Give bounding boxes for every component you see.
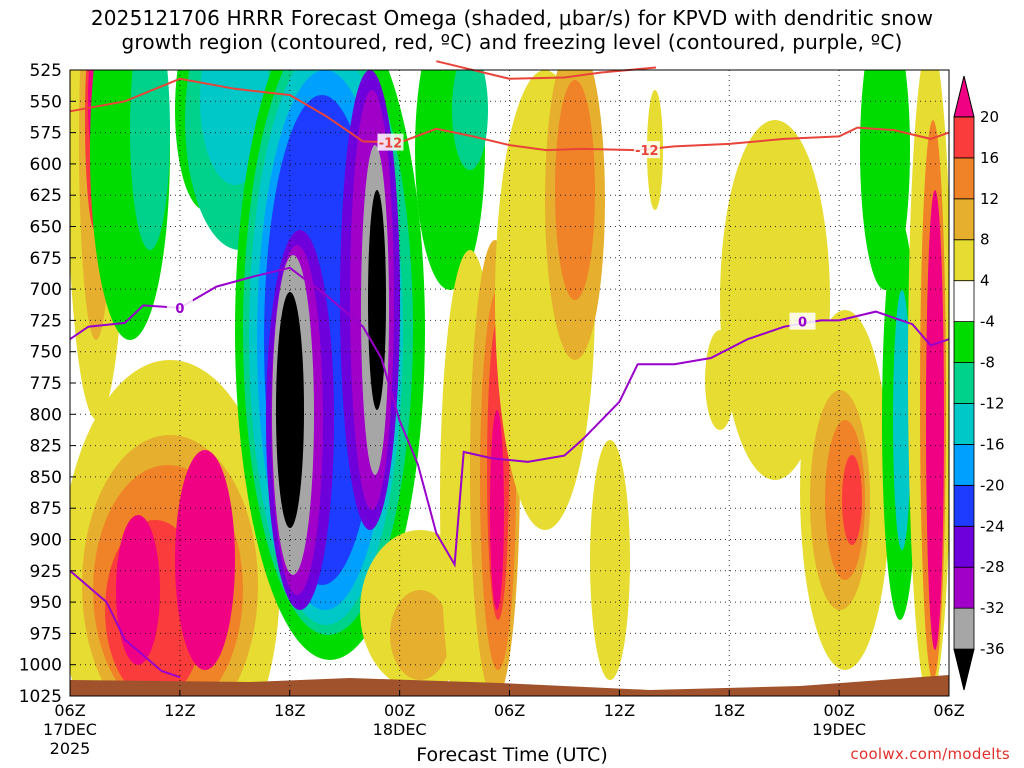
omega-cell-major-plume bbox=[235, 70, 425, 660]
y-tick-label: 525 bbox=[30, 61, 62, 81]
colorbar-segment bbox=[953, 566, 975, 609]
colorbar-label: -36 bbox=[980, 640, 1005, 658]
colorbar-label: 12 bbox=[980, 190, 999, 208]
x-tick-date: 19DEC bbox=[812, 720, 866, 739]
y-tick-label: 1000 bbox=[19, 656, 62, 676]
y-tick-label: 875 bbox=[30, 499, 62, 519]
colorbar-label: -4 bbox=[980, 313, 995, 331]
colorbar-segment bbox=[953, 198, 975, 241]
y-tick-label: 550 bbox=[30, 92, 62, 112]
x-tick-label: 18Z bbox=[714, 701, 745, 720]
colorbar-label: 16 bbox=[980, 149, 999, 167]
y-tick-label: 800 bbox=[30, 405, 62, 425]
colorbar-label: -24 bbox=[980, 517, 1005, 535]
x-tick-date: 17DEC bbox=[43, 720, 97, 739]
colorbar-segment bbox=[953, 648, 975, 691]
x-tick-label: 12Z bbox=[164, 701, 195, 720]
contours: -12 -12 0 0 bbox=[69, 60, 950, 679]
y-tick-label: 1025 bbox=[19, 687, 62, 707]
omega-cell-left-lower bbox=[70, 360, 280, 696]
colorbar-label: 8 bbox=[980, 231, 990, 249]
contour-label-freezing: 0 bbox=[175, 302, 184, 317]
colorbar-segment bbox=[953, 362, 975, 404]
colorbar-segment bbox=[953, 280, 975, 322]
colorbar-label: -12 bbox=[980, 394, 1005, 412]
x-tick-year: 2025 bbox=[50, 739, 91, 758]
y-tick-label: 975 bbox=[30, 624, 62, 644]
x-axis-label: Forecast Time (UTC) bbox=[416, 744, 608, 766]
colorbar-label: -28 bbox=[980, 558, 1005, 576]
y-tick-label: 775 bbox=[30, 374, 62, 394]
y-tick-label: 675 bbox=[30, 249, 62, 269]
y-tick-label: 750 bbox=[30, 343, 62, 363]
colorbar-segment bbox=[953, 321, 975, 363]
colorbar-segment bbox=[953, 484, 975, 527]
contour-dendritic-growth-region-upper bbox=[436, 60, 657, 80]
colorbar-segment bbox=[953, 157, 975, 200]
contour-label-freezing-bg bbox=[166, 298, 193, 316]
y-tick-label: 650 bbox=[30, 218, 62, 238]
x-tick-label: 06Z bbox=[54, 701, 85, 720]
colorbar-label: 20 bbox=[980, 108, 999, 126]
y-tick-label: 700 bbox=[30, 280, 62, 300]
colorbar-label: -20 bbox=[980, 476, 1005, 494]
contour-label-dendritic-bg bbox=[377, 133, 404, 151]
colorbar-segment bbox=[953, 403, 975, 445]
y-axis: 525 550 575 600 625 650 675 700 725 750 775 800 825 8… bbox=[19, 61, 76, 707]
contour-label-dendritic: -12 bbox=[379, 137, 403, 152]
credit-link[interactable]: coolwx.com/modelts bbox=[850, 745, 1010, 763]
x-tick-label: 18Z bbox=[274, 701, 305, 720]
contour-dendritic-growth-region bbox=[69, 77, 950, 152]
colorbar-segment bbox=[953, 116, 975, 159]
chart-title: 2025121706 HRRR Forecast Omega (shaded, … bbox=[90, 6, 934, 54]
x-tick-label: 12Z bbox=[604, 701, 635, 720]
y-tick-label: 825 bbox=[30, 437, 62, 457]
y-tick-label: 900 bbox=[30, 531, 62, 551]
colorbar-label: 4 bbox=[980, 272, 990, 290]
x-tick-date: 18DEC bbox=[373, 720, 427, 739]
contour-label-freezing-bg bbox=[789, 312, 816, 330]
x-tick-label: 06Z bbox=[933, 701, 964, 720]
colorbar-segment bbox=[953, 525, 975, 568]
contour-freezing-level-lower bbox=[69, 570, 181, 679]
colorbar-label: -16 bbox=[980, 435, 1005, 453]
colorbar-label: -8 bbox=[980, 354, 995, 372]
colorbar: 20 16 12 8 4 -4 -8 -12 -16 -20 -24 -28 -32 -36 bbox=[953, 75, 1005, 691]
x-tick-label: 06Z bbox=[494, 701, 525, 720]
colorbar-segment bbox=[953, 607, 975, 650]
contour-label-freezing: 0 bbox=[798, 316, 807, 331]
y-tick-label: 625 bbox=[30, 186, 62, 206]
y-tick-label: 925 bbox=[30, 562, 62, 582]
y-tick-label: 575 bbox=[30, 124, 62, 144]
colorbar-label: -32 bbox=[980, 599, 1005, 617]
omega-cell-center bbox=[360, 70, 663, 696]
y-tick-label: 950 bbox=[30, 593, 62, 613]
contour-label-dendritic-bg bbox=[633, 141, 660, 159]
y-tick-label: 850 bbox=[30, 468, 62, 488]
colorbar-segment bbox=[953, 75, 975, 118]
x-tick-label: 00Z bbox=[823, 701, 854, 720]
contour-label-dendritic: -12 bbox=[635, 144, 659, 159]
y-tick-label: 725 bbox=[30, 311, 62, 331]
colorbar-segment bbox=[953, 239, 975, 282]
y-tick-label: 600 bbox=[30, 155, 62, 175]
x-tick-label: 00Z bbox=[384, 701, 415, 720]
colorbar-segment bbox=[953, 443, 975, 486]
